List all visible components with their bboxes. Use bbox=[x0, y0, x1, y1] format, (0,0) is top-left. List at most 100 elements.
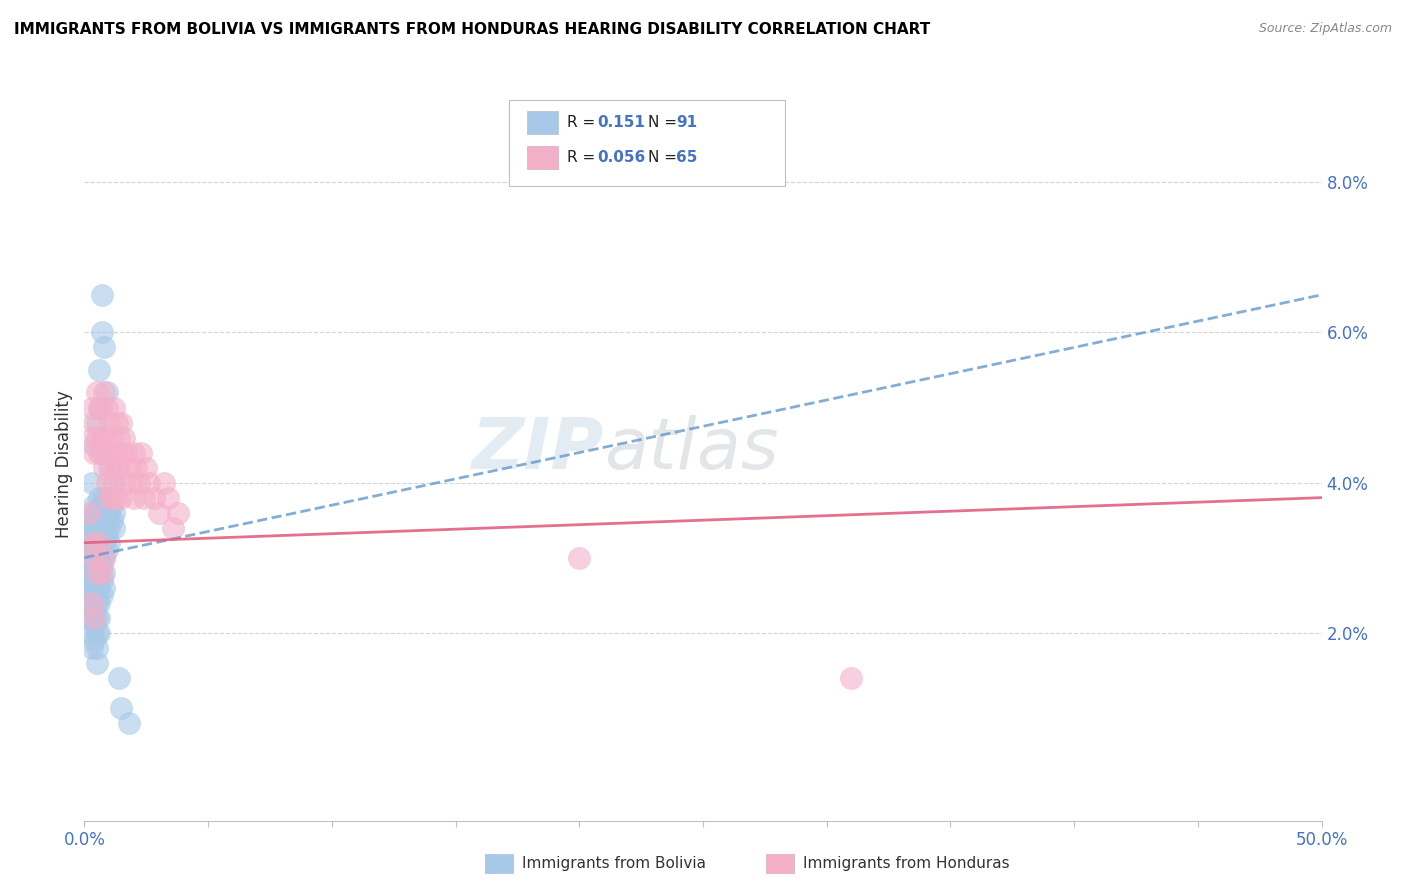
Point bbox=[98, 445, 121, 459]
Point bbox=[100, 460, 122, 475]
Point bbox=[80, 596, 103, 610]
Point bbox=[96, 498, 118, 512]
Point bbox=[89, 491, 111, 505]
Point bbox=[79, 513, 101, 527]
Point bbox=[80, 566, 103, 580]
Point bbox=[76, 521, 98, 535]
Point bbox=[115, 445, 138, 459]
Point bbox=[90, 558, 112, 573]
Point bbox=[80, 431, 103, 445]
Point bbox=[83, 550, 105, 565]
Point bbox=[80, 625, 103, 640]
Point bbox=[93, 535, 115, 549]
Point bbox=[103, 521, 125, 535]
Point bbox=[118, 716, 141, 731]
Point bbox=[90, 288, 112, 302]
Point bbox=[122, 491, 145, 505]
Point bbox=[90, 498, 112, 512]
Point bbox=[105, 460, 128, 475]
Point bbox=[98, 460, 121, 475]
Text: N =: N = bbox=[648, 115, 678, 129]
Point bbox=[93, 550, 115, 565]
Point bbox=[110, 491, 132, 505]
Point bbox=[128, 475, 150, 490]
Point bbox=[841, 671, 863, 685]
Point bbox=[89, 550, 111, 565]
Point bbox=[83, 498, 105, 512]
Point bbox=[100, 513, 122, 527]
Point bbox=[135, 460, 157, 475]
Point bbox=[79, 543, 101, 558]
Point bbox=[98, 416, 121, 430]
Point bbox=[118, 460, 141, 475]
Point bbox=[100, 491, 122, 505]
Point bbox=[96, 385, 118, 400]
Point bbox=[90, 588, 112, 602]
Point bbox=[86, 640, 108, 655]
Point bbox=[86, 506, 108, 520]
Text: N =: N = bbox=[648, 151, 678, 165]
Point bbox=[79, 558, 101, 573]
Point bbox=[93, 340, 115, 354]
Point bbox=[83, 558, 105, 573]
Point bbox=[152, 475, 174, 490]
Point bbox=[80, 535, 103, 549]
Point bbox=[79, 596, 101, 610]
Point bbox=[89, 401, 111, 415]
Point bbox=[83, 438, 105, 452]
Point bbox=[129, 445, 152, 459]
Point bbox=[148, 506, 170, 520]
Point bbox=[90, 574, 112, 588]
Point bbox=[80, 521, 103, 535]
Point bbox=[83, 618, 105, 632]
Point bbox=[86, 566, 108, 580]
Point bbox=[103, 401, 125, 415]
Point bbox=[108, 431, 131, 445]
Point bbox=[80, 550, 103, 565]
Point bbox=[79, 574, 101, 588]
Point bbox=[86, 550, 108, 565]
Point bbox=[89, 581, 111, 595]
Point bbox=[112, 431, 135, 445]
Point bbox=[125, 460, 148, 475]
Point bbox=[93, 550, 115, 565]
Point bbox=[142, 491, 165, 505]
Y-axis label: Hearing Disability: Hearing Disability bbox=[55, 390, 73, 538]
Point bbox=[89, 535, 111, 549]
Point bbox=[98, 535, 121, 549]
Point bbox=[162, 521, 184, 535]
Point bbox=[86, 566, 108, 580]
Point bbox=[76, 566, 98, 580]
Point bbox=[98, 521, 121, 535]
Point bbox=[80, 475, 103, 490]
Point bbox=[90, 431, 112, 445]
Point bbox=[122, 445, 145, 459]
Point bbox=[96, 445, 118, 459]
Text: atlas: atlas bbox=[605, 415, 779, 484]
Point bbox=[98, 491, 121, 505]
Text: 0.056: 0.056 bbox=[598, 151, 645, 165]
Point bbox=[132, 491, 155, 505]
Point bbox=[83, 574, 105, 588]
Point bbox=[93, 506, 115, 520]
Point bbox=[80, 535, 103, 549]
Point bbox=[90, 445, 112, 459]
Point bbox=[89, 625, 111, 640]
Point bbox=[89, 596, 111, 610]
Point bbox=[86, 416, 108, 430]
Point bbox=[90, 326, 112, 340]
Point bbox=[83, 611, 105, 625]
Point bbox=[79, 611, 101, 625]
Point bbox=[108, 671, 131, 685]
Point bbox=[80, 581, 103, 595]
Point bbox=[79, 506, 101, 520]
Point bbox=[110, 445, 132, 459]
Point bbox=[80, 401, 103, 415]
Point bbox=[89, 535, 111, 549]
Text: 0.151: 0.151 bbox=[598, 115, 645, 129]
Point bbox=[80, 506, 103, 520]
Point bbox=[100, 498, 122, 512]
Point bbox=[89, 506, 111, 520]
Point bbox=[96, 475, 118, 490]
Point bbox=[89, 445, 111, 459]
